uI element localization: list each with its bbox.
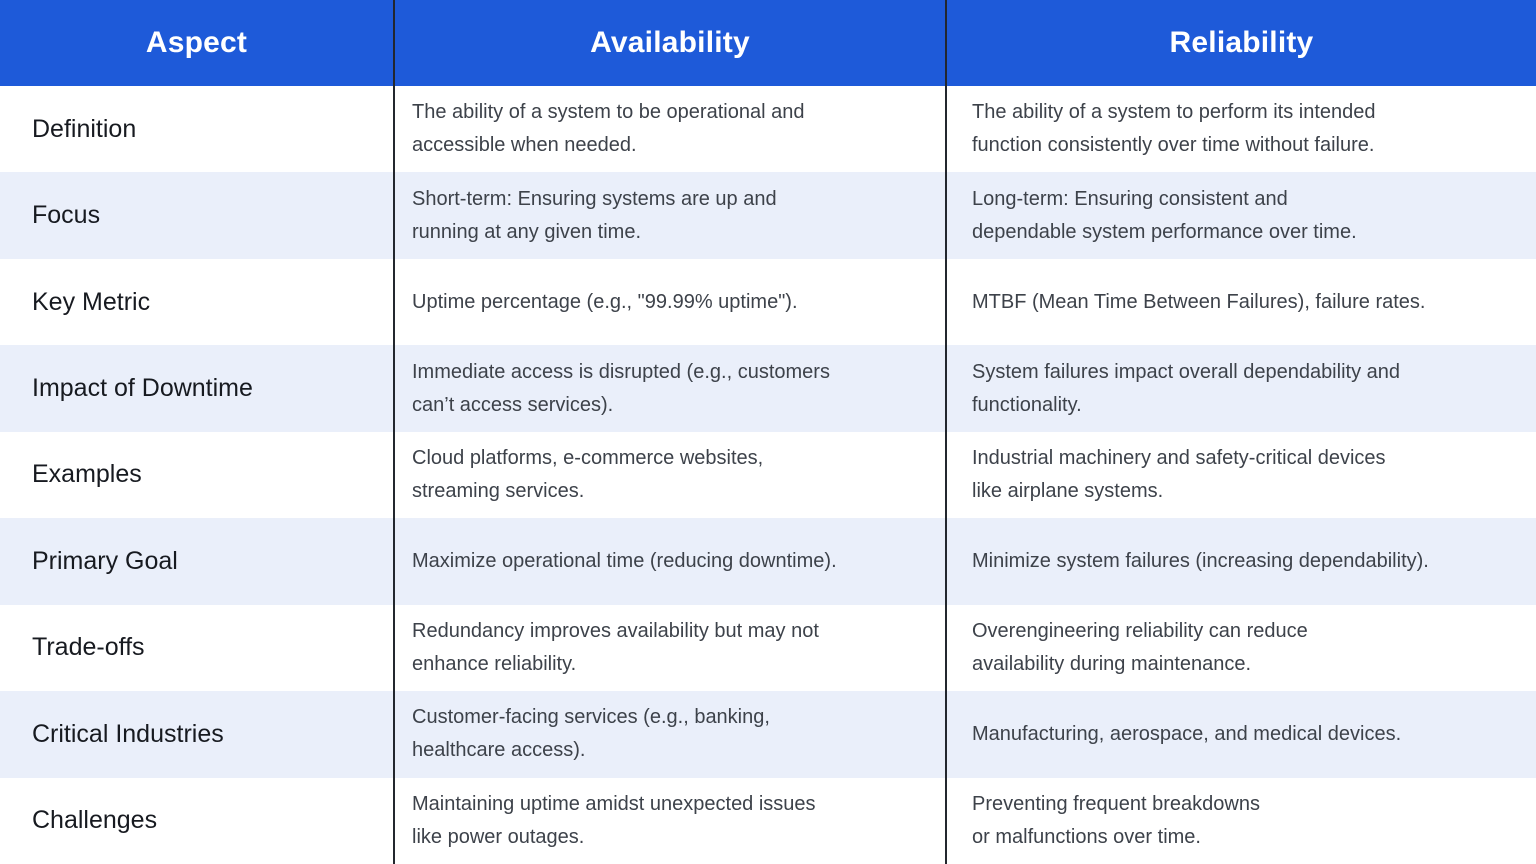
column-header-aspect: Aspect [145, 26, 248, 59]
reliability-cell: Preventing frequent breakdowns or malfun… [945, 777, 1536, 864]
aspect-cell: Examples [32, 460, 142, 489]
reliability-cell: Minimize system failures (increasing dep… [945, 518, 1536, 605]
table-row: Trade-offs Redundancy improves availabil… [0, 604, 1536, 692]
availability-cell: Short-term: Ensuring systems are up and … [393, 172, 945, 259]
aspect-cell: Critical Industries [32, 719, 224, 748]
aspect-cell: Impact of Downtime [32, 374, 253, 403]
availability-cell: Maximize operational time (reducing down… [393, 518, 945, 605]
table-row: Key Metric Uptime percentage (e.g., "99.… [0, 258, 1536, 346]
reliability-cell: System failures impact overall dependabi… [945, 345, 1536, 432]
reliability-cell: Overengineering reliability can reduce a… [945, 604, 1536, 692]
table-row: Definition The ability of a system to be… [0, 86, 1536, 173]
table-row: Primary Goal Maximize operational time (… [0, 518, 1536, 605]
availability-cell: Immediate access is disrupted (e.g., cus… [393, 345, 945, 432]
aspect-cell: Focus [32, 201, 101, 230]
availability-cell: Redundancy improves availability but may… [393, 604, 945, 692]
aspect-cell: Key Metric [32, 287, 151, 316]
table-row: Examples Cloud platforms, e-commerce web… [0, 431, 1536, 519]
table-row: Focus Short-term: Ensuring systems are u… [0, 172, 1536, 259]
availability-cell: Uptime percentage (e.g., "99.99% uptime"… [393, 258, 945, 346]
table-header-row: Aspect Availability Reliability [0, 0, 1536, 86]
table-row: Challenges Maintaining uptime amidst une… [0, 777, 1536, 864]
reliability-cell: Long-term: Ensuring consistent and depen… [945, 172, 1536, 259]
column-header-reliability: Reliability [945, 0, 1536, 86]
availability-cell: Maintaining uptime amidst unexpected iss… [393, 777, 945, 864]
availability-cell: The ability of a system to be operationa… [393, 86, 945, 173]
reliability-cell: The ability of a system to perform its i… [945, 86, 1536, 173]
reliability-cell: MTBF (Mean Time Between Failures), failu… [945, 258, 1536, 346]
table-row: Impact of Downtime Immediate access is d… [0, 345, 1536, 432]
column-header-availability: Availability [393, 0, 945, 86]
aspect-cell: Challenges [32, 806, 158, 835]
aspect-cell: Primary Goal [32, 546, 178, 575]
aspect-cell: Trade-offs [32, 633, 145, 662]
reliability-cell: Manufacturing, aerospace, and medical de… [945, 691, 1536, 778]
aspect-cell: Definition [32, 114, 137, 143]
reliability-cell: Industrial machinery and safety-critical… [945, 431, 1536, 519]
table-row: Critical Industries Customer-facing serv… [0, 691, 1536, 778]
availability-cell: Customer-facing services (e.g., banking,… [393, 691, 945, 778]
table-body: Definition The ability of a system to be… [0, 86, 1536, 864]
availability-cell: Cloud platforms, e-commerce websites, st… [393, 431, 945, 519]
